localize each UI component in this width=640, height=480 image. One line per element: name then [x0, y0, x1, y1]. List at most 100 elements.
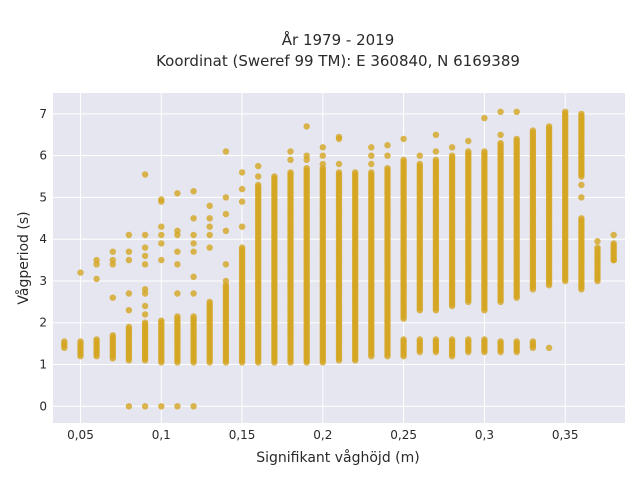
data-point [562, 108, 569, 116]
data-point [319, 152, 326, 159]
data-point [109, 248, 117, 255]
data-point [238, 185, 246, 193]
data-point [319, 160, 326, 168]
data-point [222, 194, 230, 201]
data-point [93, 275, 100, 283]
data-point [545, 123, 553, 130]
data-point [222, 227, 230, 234]
y-axis-label: Vågperiod (s) [15, 211, 32, 304]
data-point [271, 173, 278, 180]
data-point [206, 298, 213, 306]
data-point [352, 169, 359, 176]
data-point [174, 313, 181, 320]
data-point [255, 173, 262, 180]
data-point [141, 302, 149, 310]
data-point [238, 198, 246, 205]
data-point [448, 336, 456, 343]
data-point [141, 252, 149, 260]
data-point [287, 156, 294, 163]
data-point [578, 215, 585, 222]
data-point [158, 256, 165, 264]
data-point [190, 313, 197, 320]
data-point [287, 169, 294, 176]
data-point [400, 135, 407, 143]
x-tick-label: 0,35 [552, 428, 579, 442]
data-point [400, 336, 407, 343]
y-tick-label: 5 [39, 190, 47, 204]
data-point [61, 338, 68, 345]
y-tick-label: 6 [39, 149, 47, 163]
data-point [255, 181, 262, 189]
data-point [432, 336, 440, 343]
data-point [158, 196, 165, 203]
data-point [222, 277, 230, 285]
data-point [448, 144, 456, 151]
x-tick-label: 0,2 [313, 428, 332, 442]
data-point [109, 256, 117, 264]
data-point [384, 152, 391, 159]
data-point [93, 336, 100, 343]
data-point [238, 169, 246, 176]
data-point [190, 290, 197, 297]
data-point [465, 148, 472, 155]
data-point [125, 290, 133, 297]
data-point [610, 231, 617, 239]
data-point [190, 215, 197, 222]
data-point [174, 190, 181, 197]
data-point [594, 244, 601, 251]
data-point [368, 152, 375, 159]
data-point [416, 152, 423, 159]
data-point [141, 286, 149, 293]
x-axis-label: Signifikant våghöjd (m) [256, 449, 419, 466]
y-tick-label: 4 [39, 232, 47, 246]
chart-title-line1: År 1979 - 2019 [282, 30, 395, 49]
data-point [368, 144, 375, 151]
y-tick-labels: 0 1 2 3 4 5 6 7 [39, 107, 47, 413]
y-tick-label: 2 [39, 316, 47, 330]
data-point [141, 403, 149, 410]
x-tick-label: 0,05 [67, 428, 94, 442]
data-point [174, 290, 181, 297]
y-tick-label: 0 [39, 399, 47, 413]
data-point [513, 135, 520, 143]
data-point [287, 148, 294, 155]
data-point [141, 171, 149, 178]
x-tick-label: 0,3 [475, 428, 494, 442]
data-point [206, 231, 213, 239]
x-tick-labels: 0,05 0,1 0,15 0,2 0,25 0,3 0,35 [67, 428, 578, 442]
y-tick-label: 7 [39, 107, 47, 121]
data-point [190, 231, 197, 239]
data-point [481, 114, 488, 122]
data-point [125, 248, 133, 255]
data-point [190, 248, 197, 255]
data-point [416, 336, 423, 343]
data-point [222, 261, 230, 268]
data-point [481, 148, 488, 155]
data-point [335, 160, 343, 168]
data-point [578, 181, 585, 189]
data-point [77, 269, 84, 276]
data-point [206, 244, 213, 251]
data-point [238, 244, 246, 251]
x-tick-label: 0,15 [229, 428, 256, 442]
data-point [335, 169, 343, 176]
data-point [158, 403, 165, 410]
data-point [610, 240, 617, 247]
data-point [497, 338, 504, 345]
data-point [578, 110, 585, 118]
data-point [368, 169, 375, 176]
data-point [529, 127, 537, 134]
x-tick-label: 0,25 [390, 428, 417, 442]
data-point [206, 202, 213, 209]
data-point [206, 223, 213, 230]
data-point [141, 231, 149, 239]
data-point [190, 240, 197, 247]
data-point [141, 244, 149, 251]
data-point [109, 332, 117, 339]
data-point [174, 227, 181, 234]
data-point [158, 240, 165, 247]
data-point [158, 317, 165, 324]
data-point [125, 323, 133, 331]
data-point [77, 338, 84, 345]
